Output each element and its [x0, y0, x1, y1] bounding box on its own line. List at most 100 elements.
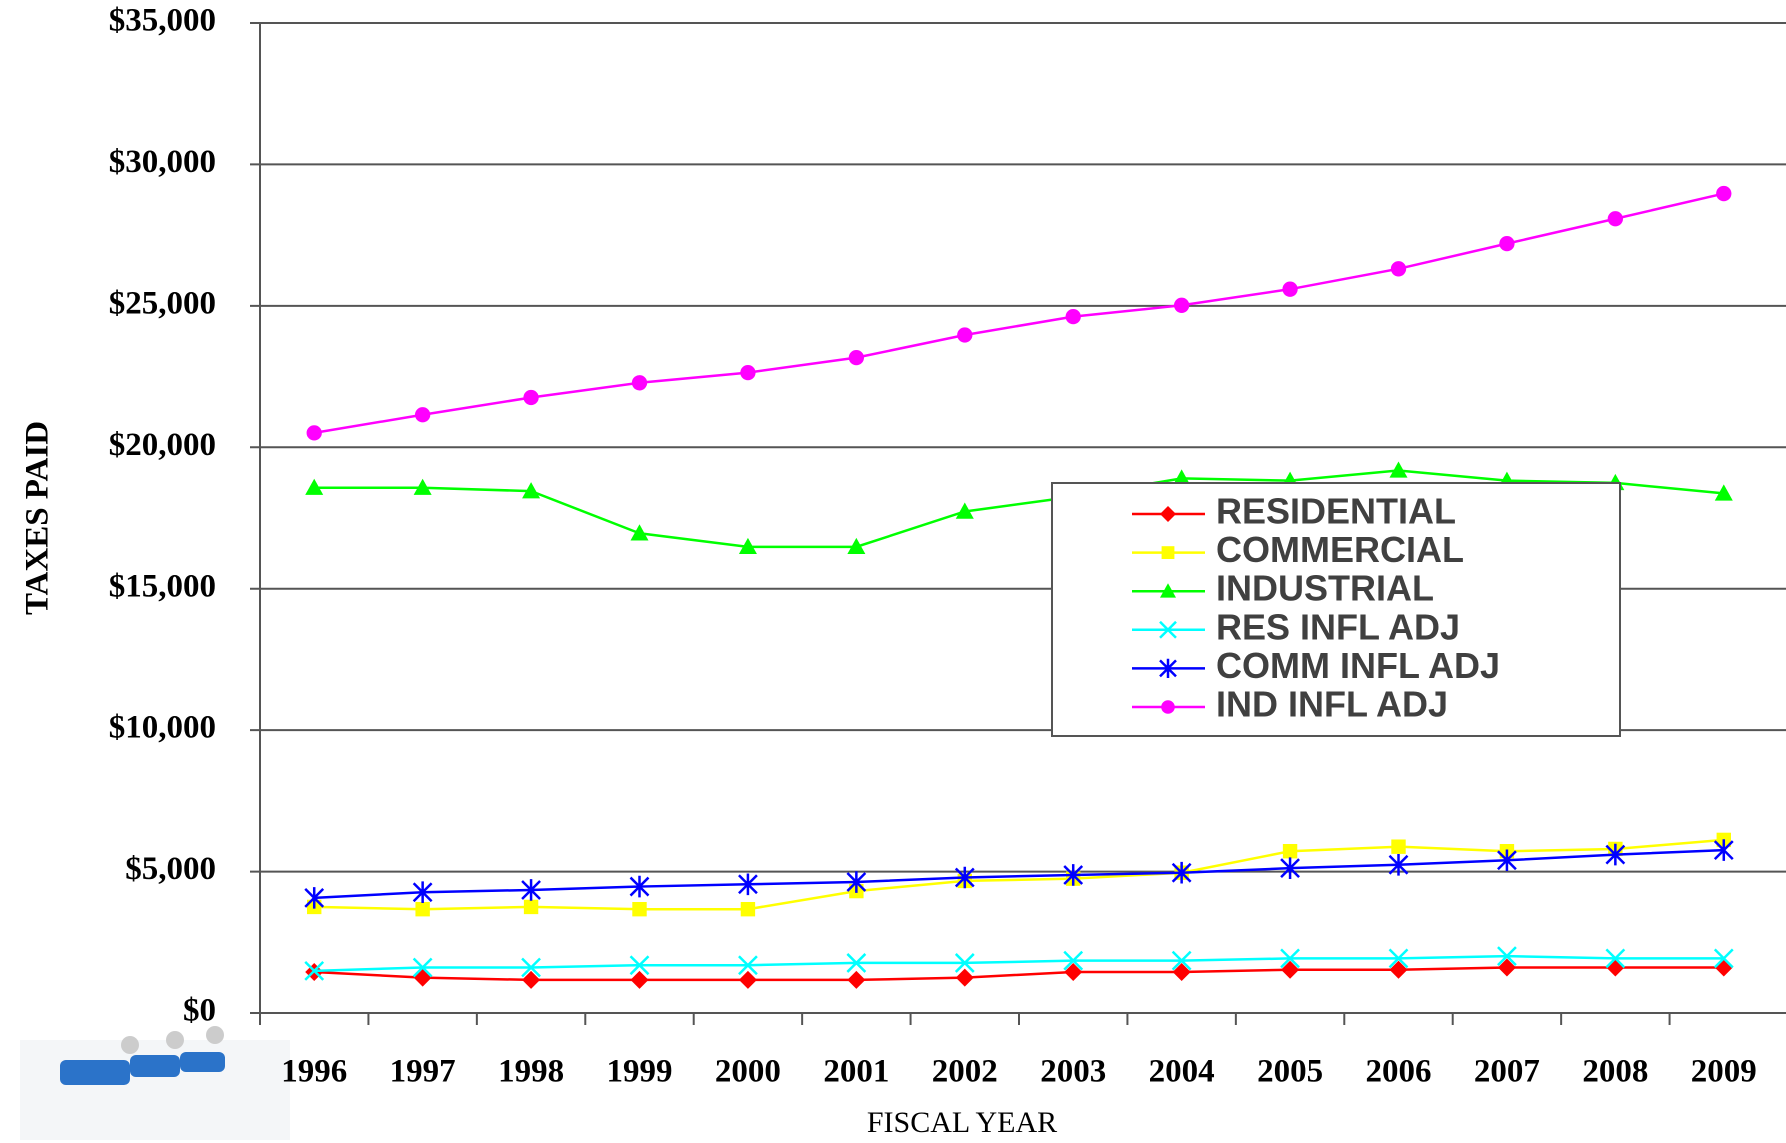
y-tick-label: $25,000 — [109, 285, 216, 321]
decorative-figures — [20, 1026, 290, 1140]
marker — [1605, 948, 1626, 969]
marker — [740, 901, 756, 917]
marker — [306, 425, 322, 441]
marker — [415, 901, 430, 917]
marker — [630, 970, 649, 989]
marker — [629, 955, 650, 976]
x-tick-label: 2008 — [1582, 1054, 1648, 1090]
x-tick-label: 2006 — [1366, 1054, 1432, 1090]
marker — [847, 537, 866, 555]
legend-label: COMMERCIAL — [1216, 529, 1464, 570]
legend-marker — [1159, 658, 1177, 678]
x-tick-label: 2003 — [1040, 1054, 1106, 1090]
marker — [1280, 948, 1300, 969]
x-tick-label: 1997 — [390, 1054, 456, 1090]
marker — [954, 866, 975, 889]
marker — [1499, 235, 1515, 252]
marker — [1064, 962, 1083, 981]
marker — [630, 524, 649, 541]
marker — [1281, 960, 1300, 979]
marker — [1497, 849, 1517, 872]
x-axis-title: FISCAL YEAR — [867, 1106, 1057, 1139]
marker — [523, 389, 539, 406]
marker — [738, 970, 757, 989]
marker — [304, 960, 325, 981]
x-tick-label: 2007 — [1474, 1054, 1540, 1090]
marker — [1713, 948, 1734, 969]
marker — [1390, 261, 1407, 277]
marker — [521, 957, 541, 978]
marker — [738, 537, 757, 555]
marker — [957, 327, 973, 343]
marker — [1713, 839, 1734, 861]
marker — [1171, 950, 1192, 971]
marker — [522, 970, 541, 989]
x-tick-label: 2004 — [1149, 1054, 1215, 1090]
marker — [1388, 948, 1409, 969]
x-tick-label: 1998 — [498, 1054, 564, 1090]
marker — [523, 899, 539, 915]
legend-label: COMM INFL ADJ — [1216, 645, 1500, 686]
x-tick-label: 1996 — [281, 1054, 347, 1090]
marker — [632, 901, 647, 917]
x-tick-label: 1999 — [607, 1054, 673, 1090]
marker — [1282, 844, 1298, 859]
marker — [1172, 469, 1191, 486]
marker — [1607, 211, 1624, 227]
series-line — [314, 838, 1724, 911]
marker — [954, 953, 975, 973]
marker — [740, 364, 756, 381]
x-tick-label: 2002 — [932, 1054, 998, 1090]
marker — [1063, 950, 1084, 971]
legend-label: IND INFL ADJ — [1216, 684, 1448, 725]
y-tick-label: $20,000 — [109, 427, 216, 463]
marker — [1173, 297, 1190, 313]
legend-marker — [1161, 700, 1175, 714]
legend-label: RESIDENTIAL — [1216, 491, 1456, 532]
legend-marker — [1160, 506, 1176, 522]
series-line — [314, 848, 1724, 900]
series-line — [314, 966, 1724, 982]
x-tick-label: 2000 — [715, 1054, 781, 1090]
series-line — [314, 192, 1725, 435]
y-tick-label: $0 — [183, 993, 216, 1029]
legend-label: RES INFL ADJ — [1216, 606, 1460, 647]
legend-box — [1051, 482, 1621, 737]
marker — [412, 881, 433, 904]
series-line — [314, 954, 1724, 973]
y-tick-label: $10,000 — [109, 710, 216, 746]
x-tick-label: 2005 — [1257, 1054, 1323, 1090]
marker — [1389, 461, 1408, 478]
legend-marker — [1161, 546, 1175, 559]
marker — [1065, 308, 1081, 325]
marker — [521, 879, 541, 901]
marker — [1497, 958, 1516, 977]
marker — [1606, 958, 1625, 977]
marker — [522, 482, 541, 499]
marker — [1282, 281, 1298, 297]
marker — [1391, 839, 1406, 854]
x-tick-label: 2001 — [823, 1054, 889, 1090]
y-tick-label: $5,000 — [125, 851, 216, 887]
marker — [1171, 861, 1192, 884]
marker — [631, 375, 648, 391]
marker — [413, 478, 432, 495]
marker — [846, 953, 867, 973]
marker — [1497, 946, 1517, 967]
legend-label: INDUSTRIAL — [1216, 568, 1434, 609]
marker — [955, 968, 974, 987]
marker — [846, 871, 867, 893]
y-tick-label: $30,000 — [109, 144, 216, 180]
legend-marker — [1159, 620, 1177, 639]
marker — [1714, 484, 1733, 501]
marker — [1389, 960, 1408, 979]
y-tick-label: $15,000 — [109, 568, 216, 604]
marker — [738, 873, 758, 896]
marker — [1714, 958, 1733, 977]
marker — [304, 887, 325, 909]
marker — [305, 478, 324, 495]
marker — [414, 407, 431, 423]
marker — [848, 349, 865, 366]
